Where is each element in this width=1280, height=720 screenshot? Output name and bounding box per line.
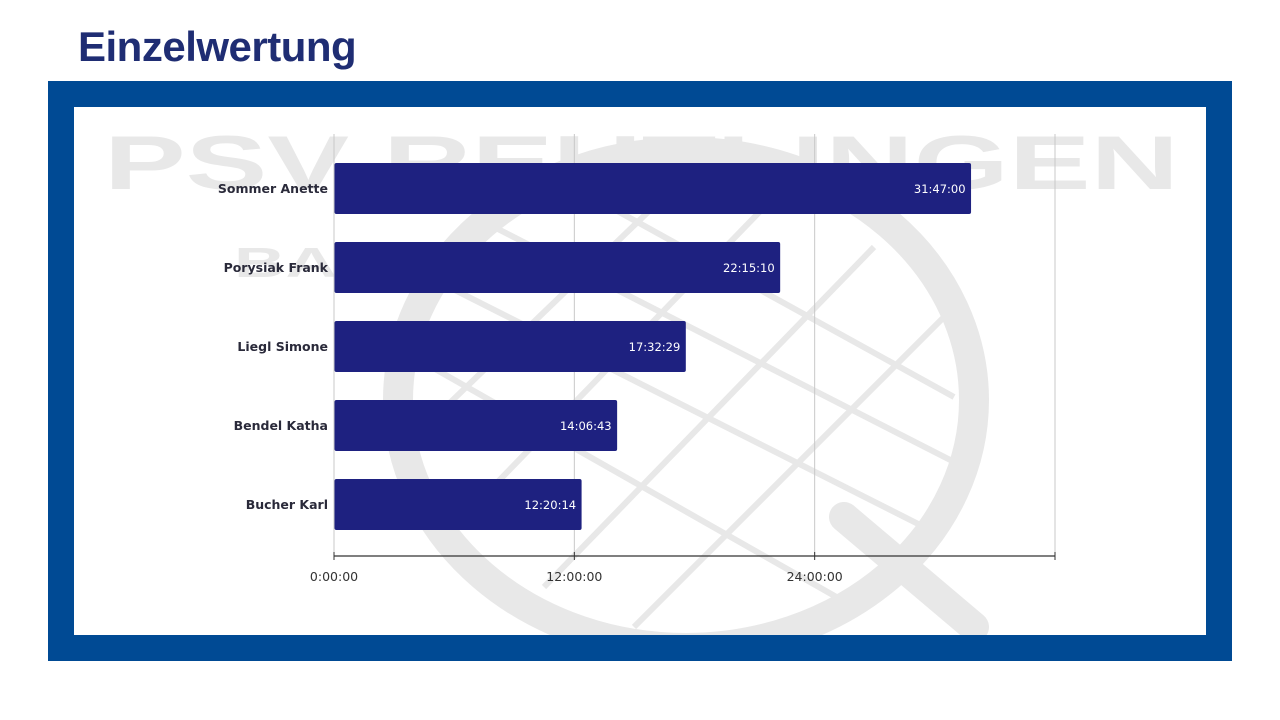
x-tick-label: 24:00:00 [787,569,843,584]
bar [334,163,972,214]
x-tick-label: 12:00:00 [546,569,602,584]
data-label: 14:06:43 [560,419,612,433]
bar [334,400,618,451]
page-title: Einzelwertung [78,23,357,70]
category-label: Liegl Simone [237,339,328,354]
bar [334,321,686,372]
data-label: 31:47:00 [914,182,966,196]
category-label: Bendel Katha [234,418,328,433]
data-label: 12:20:14 [524,498,576,512]
category-label: Porysiak Frank [224,260,329,275]
bar-chart: 0:00:00 12:00:00 24:00:00 Sommer Anette 31:4… [218,134,1056,584]
bar [334,242,781,293]
x-tick-label: 0:00:00 [310,569,358,584]
chart-frame: PSV REUTLINGEN BADMINTON 0:00:0012:00:00… [48,81,1232,661]
data-label: 17:32:29 [629,340,681,354]
data-label: 22:15:10 [723,261,775,275]
category-label: Sommer Anette [218,181,328,196]
category-label: Bucher Karl [246,497,328,512]
bar [334,479,582,530]
